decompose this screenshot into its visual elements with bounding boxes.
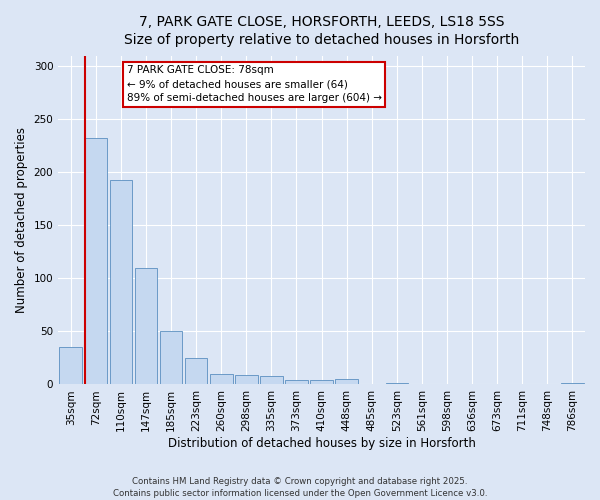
Bar [310, 380, 333, 384]
Bar [110, 180, 132, 384]
Bar [260, 376, 283, 384]
Bar [59, 348, 82, 385]
Bar [134, 268, 157, 384]
Text: Contains HM Land Registry data © Crown copyright and database right 2025.
Contai: Contains HM Land Registry data © Crown c… [113, 476, 487, 498]
Y-axis label: Number of detached properties: Number of detached properties [15, 127, 28, 313]
Bar [85, 138, 107, 384]
Bar [210, 374, 233, 384]
Bar [160, 332, 182, 384]
Bar [335, 379, 358, 384]
Bar [285, 380, 308, 384]
Text: 7 PARK GATE CLOSE: 78sqm
← 9% of detached houses are smaller (64)
89% of semi-de: 7 PARK GATE CLOSE: 78sqm ← 9% of detache… [127, 66, 382, 104]
Bar [185, 358, 208, 384]
Bar [235, 375, 257, 384]
Title: 7, PARK GATE CLOSE, HORSFORTH, LEEDS, LS18 5SS
Size of property relative to deta: 7, PARK GATE CLOSE, HORSFORTH, LEEDS, LS… [124, 15, 519, 48]
X-axis label: Distribution of detached houses by size in Horsforth: Distribution of detached houses by size … [167, 437, 476, 450]
